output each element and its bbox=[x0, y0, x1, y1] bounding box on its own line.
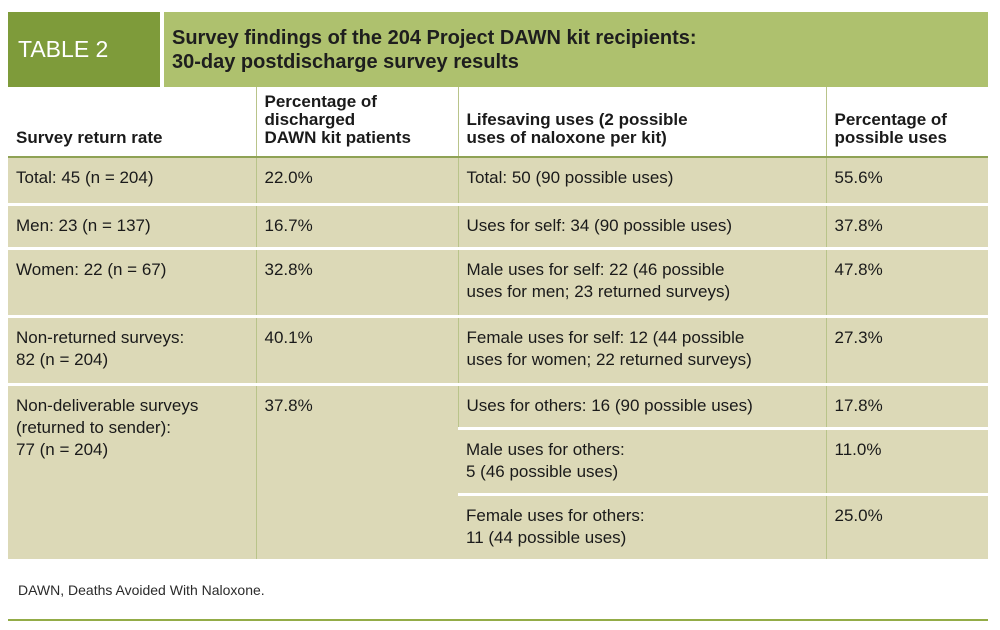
cell-percent-possible: 27.3% bbox=[825, 316, 988, 384]
column-header-return-rate: Survey return rate bbox=[8, 87, 256, 157]
table-footer: DAWN, Deaths Avoided With Naloxone. bbox=[8, 575, 988, 621]
cell-use: Uses for others: 16 (90 possible uses) bbox=[457, 384, 826, 428]
table-row: Male uses for others: 5 (46 possible uses… bbox=[8, 428, 988, 494]
survey-table: Survey return rate Percentage of dischar… bbox=[8, 87, 988, 559]
cell-percent-possible: 17.8% bbox=[825, 384, 988, 428]
cell-percent-discharged: 22.0% bbox=[255, 157, 458, 204]
table-row: Female uses for others: 11 (44 possible u… bbox=[8, 494, 988, 559]
cell-percent-possible: 11.0% bbox=[825, 428, 988, 494]
cell-percent-discharged: 32.8% bbox=[255, 248, 458, 316]
cell-percent-possible: 47.8% bbox=[825, 248, 988, 316]
cell-percent-possible: 25.0% bbox=[825, 494, 988, 559]
table-row: Men: 23 (n = 137) 16.7% Uses for self: 3… bbox=[8, 204, 988, 248]
cell-percent-discharged: 37.8% bbox=[255, 384, 458, 559]
cell-return-rate: Women: 22 (n = 67) bbox=[8, 248, 256, 316]
table-title: Survey findings of the 204 Project DAWN … bbox=[160, 12, 988, 87]
cell-percent-possible: 55.6% bbox=[825, 157, 988, 204]
cell-percent-possible: 37.8% bbox=[825, 204, 988, 248]
table-figure: TABLE 2 Survey findings of the 204 Proje… bbox=[8, 12, 988, 559]
table-row: Women: 22 (n = 67) 32.8% Male uses for s… bbox=[8, 248, 988, 316]
cell-return-rate: Men: 23 (n = 137) bbox=[8, 204, 256, 248]
cell-use: Total: 50 (90 possible uses) bbox=[457, 157, 826, 204]
column-header-row: Survey return rate Percentage of dischar… bbox=[8, 87, 988, 157]
cell-use: Female uses for others: 11 (44 possible u… bbox=[458, 494, 826, 559]
table-label: TABLE 2 bbox=[8, 12, 160, 87]
cell-return-rate: Non-deliverable surveys (returned to send… bbox=[8, 384, 256, 559]
cell-use: Female uses for self: 12 (44 possible use… bbox=[457, 316, 826, 384]
cell-return-rate: Total: 45 (n = 204) bbox=[8, 157, 256, 204]
cell-percent-discharged: 16.7% bbox=[255, 204, 458, 248]
table-title-line: Survey findings of the 204 Project DAWN … bbox=[172, 27, 697, 49]
footnote: DAWN, Deaths Avoided With Naloxone. bbox=[18, 582, 265, 598]
cell-use: Male uses for self: 22 (46 possible uses … bbox=[457, 248, 826, 316]
table-title-line: 30-day postdischarge survey results bbox=[172, 51, 519, 73]
column-header-percent-discharged: Percentage of discharged DAWN kit patien… bbox=[255, 87, 458, 157]
table-row: Non-returned surveys: 82 (n = 204) 40.1% … bbox=[8, 316, 988, 384]
cell-return-rate: Non-returned surveys: 82 (n = 204) bbox=[8, 316, 256, 384]
column-header-percent-possible: Percentage of possible uses bbox=[825, 87, 988, 157]
cell-percent-discharged: 40.1% bbox=[255, 316, 458, 384]
table-row: Non-deliverable surveys (returned to send… bbox=[8, 384, 988, 559]
table-row: Total: 45 (n = 204) 22.0% Total: 50 (90 … bbox=[8, 157, 988, 204]
cell-use: Male uses for others: 5 (46 possible uses… bbox=[458, 428, 826, 494]
column-header-lifesaving-uses: Lifesaving uses (2 possible uses of nalo… bbox=[457, 87, 826, 157]
table-header: TABLE 2 Survey findings of the 204 Proje… bbox=[8, 12, 988, 87]
cell-use: Uses for self: 34 (90 possible uses) bbox=[457, 204, 826, 248]
